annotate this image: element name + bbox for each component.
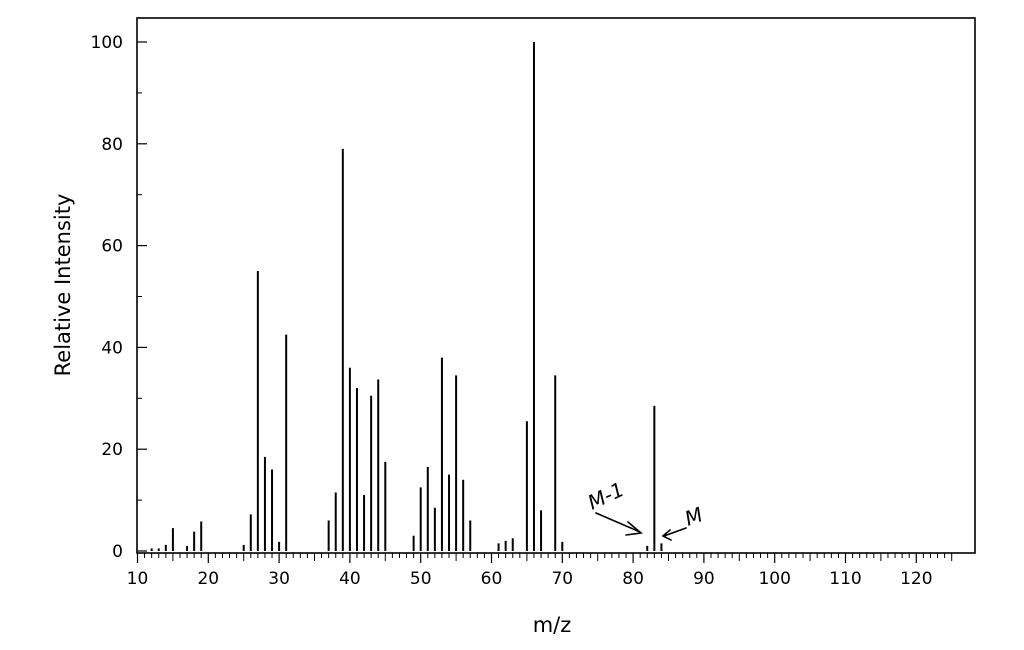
x-tick-label: 90 bbox=[693, 569, 715, 589]
handwritten-annotations: M-1 M bbox=[584, 477, 706, 541]
plot-frame bbox=[136, 17, 976, 554]
plot-area bbox=[136, 17, 976, 554]
y-tick-label: 40 bbox=[101, 338, 123, 358]
x-tick-label: 50 bbox=[410, 569, 432, 589]
x-tick-label: 30 bbox=[268, 569, 290, 589]
y-axis: 0 20 40 60 80 100 bbox=[91, 33, 147, 562]
x-tick-label: 80 bbox=[622, 569, 644, 589]
y-tick-label: 0 bbox=[112, 542, 123, 562]
x-axis-title: m/z bbox=[533, 613, 572, 637]
y-tick-label: 100 bbox=[91, 33, 123, 53]
x-tick-label: 120 bbox=[900, 569, 932, 589]
y-axis-title: Relative Intensity bbox=[51, 194, 75, 377]
x-axis-minor-ticks bbox=[144, 553, 953, 561]
x-tick-label: 40 bbox=[339, 569, 361, 589]
x-tick-label: 100 bbox=[758, 569, 790, 589]
annotation-m-minus-1: M-1 bbox=[584, 477, 628, 514]
annotation-m: M bbox=[682, 502, 706, 530]
y-tick-label: 20 bbox=[101, 440, 123, 460]
x-tick-label: 10 bbox=[127, 569, 149, 589]
y-tick-label: 60 bbox=[101, 237, 123, 257]
x-tick-label: 70 bbox=[551, 569, 573, 589]
x-axis: 10 20 30 40 50 60 70 80 90 100 110 120 bbox=[127, 553, 933, 589]
x-tick-label: 60 bbox=[481, 569, 503, 589]
y-tick-label: 80 bbox=[101, 135, 123, 155]
annotation-arrow-m bbox=[661, 527, 687, 541]
peak-series bbox=[150, 42, 663, 551]
x-tick-label: 20 bbox=[197, 569, 219, 589]
x-tick-label: 110 bbox=[829, 569, 861, 589]
annotation-arrow-m-minus-1 bbox=[595, 512, 643, 536]
